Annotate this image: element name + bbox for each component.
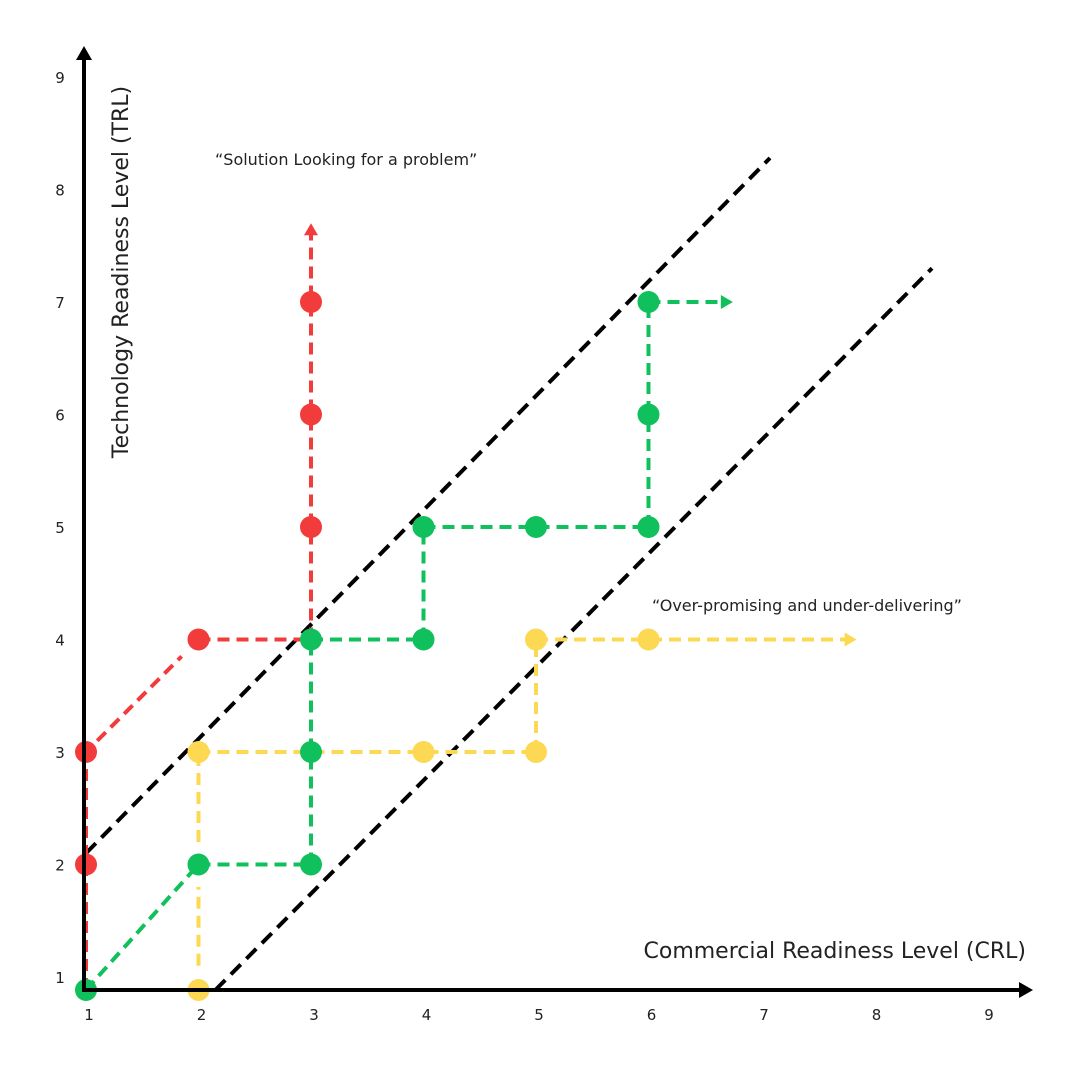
axes: [76, 46, 1033, 998]
y-tick-label: 2: [55, 857, 65, 875]
green-point: [525, 516, 547, 538]
y-tick-label: 1: [55, 969, 65, 987]
boundary-line-1: [84, 156, 772, 855]
y-tick-label: 8: [55, 182, 65, 200]
y-tick-label: 5: [55, 519, 65, 537]
x-tick-label: 2: [197, 1006, 207, 1024]
y-tick-label: 4: [55, 632, 65, 650]
yellow-point: [525, 628, 547, 651]
arrow-up-icon: [304, 223, 318, 236]
green-point: [187, 853, 210, 876]
x-tick-label: 8: [872, 1006, 882, 1024]
boundary-line-2: [213, 266, 934, 992]
x-tick-label: 5: [534, 1006, 544, 1024]
yellow-point: [637, 628, 660, 651]
x-tick-label: 9: [984, 1006, 994, 1024]
red-point: [300, 516, 322, 538]
green-point: [637, 291, 660, 313]
green-point: [637, 403, 660, 426]
yellow-point: [187, 741, 210, 763]
y-axis-title: Technology Readiness Level (TRL): [109, 86, 134, 459]
y-tick-label: 9: [55, 69, 65, 87]
x-axis-title: Commercial Readiness Level (CRL): [644, 939, 1027, 964]
green-point: [637, 516, 660, 538]
y-axis-arrow-icon: [76, 46, 92, 60]
yellow-pathway: [86, 628, 857, 1001]
arrow-right-icon: [720, 295, 733, 309]
red-point: [300, 291, 322, 313]
green-point: [300, 853, 322, 876]
annotation-over-promising: “Over-promising and under-delivering”: [652, 596, 962, 615]
green-point: [412, 516, 435, 538]
green-point: [300, 628, 322, 651]
tick-labels: 1 2 3 4 5 6 7 8 9 1 2 3 4 5 6 7 8 9: [55, 69, 994, 1024]
green-pathway: [75, 291, 733, 1001]
y-tick-label: 3: [55, 744, 65, 762]
x-tick-label: 4: [422, 1006, 432, 1024]
x-tick-label: 6: [647, 1006, 657, 1024]
arrow-right-icon: [844, 632, 857, 647]
yellow-point: [412, 741, 435, 763]
green-dashed-segment: [84, 863, 200, 992]
y-tick-label: 6: [55, 407, 65, 425]
red-dashed-segment: [95, 654, 184, 743]
red-point: [187, 628, 210, 651]
x-tick-label: 1: [84, 1006, 94, 1024]
red-point: [300, 403, 322, 426]
y-tick-label: 7: [55, 294, 65, 312]
annotation-solution-looking: “Solution Looking for a problem”: [215, 150, 477, 169]
x-tick-label: 3: [309, 1006, 319, 1024]
boundary-lines: [84, 156, 934, 992]
green-point: [412, 628, 435, 651]
green-point: [300, 741, 322, 763]
x-tick-label: 7: [759, 1006, 769, 1024]
yellow-point: [525, 741, 547, 763]
x-axis-arrow-icon: [1019, 982, 1033, 998]
